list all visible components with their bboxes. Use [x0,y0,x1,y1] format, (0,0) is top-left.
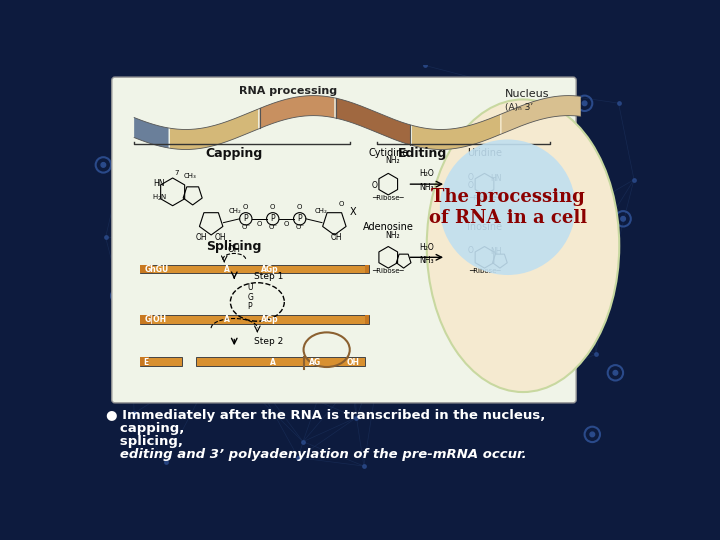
Polygon shape [336,98,410,145]
Text: G|OH: G|OH [144,315,166,324]
Bar [140,315,153,323]
Text: O⁻: O⁻ [241,224,251,230]
Text: Capping: Capping [206,147,263,160]
Text: HN: HN [490,174,502,183]
Circle shape [621,217,626,221]
Bar [365,315,369,323]
Text: HN: HN [153,179,165,188]
Text: A: A [224,315,230,324]
Text: O: O [468,181,474,190]
Text: O⁻: O⁻ [295,224,305,230]
Bar [140,357,149,366]
Circle shape [582,101,587,106]
Text: NH: NH [490,247,502,256]
Text: X: X [350,207,356,217]
Text: Splicing: Splicing [207,240,262,253]
Bar [140,265,153,273]
Text: OH: OH [196,233,207,241]
Text: NH₃: NH₃ [420,256,434,266]
Text: NH₃: NH₃ [420,183,434,192]
Text: ─Ribose─: ─Ribose─ [469,194,500,200]
Text: capping,: capping, [106,422,184,435]
Text: AGp: AGp [261,265,279,274]
Text: O: O [243,204,248,210]
Text: OH: OH [228,245,240,254]
Text: P: P [271,214,275,224]
Text: NH₂: NH₂ [384,157,400,165]
Text: CH₂: CH₂ [315,208,328,214]
Text: O: O [297,204,302,210]
Text: The processing
of RNA in a cell: The processing of RNA in a cell [428,188,587,227]
Circle shape [117,294,121,298]
Bar [365,265,369,273]
Text: O: O [338,201,343,207]
Bar [140,357,182,366]
Circle shape [613,370,618,375]
Text: OH: OH [215,233,227,241]
Circle shape [101,163,106,167]
Text: NH₂: NH₂ [384,231,400,240]
Text: 7: 7 [174,170,179,176]
Text: O: O [283,221,289,227]
Text: O: O [372,181,377,190]
Text: editing and 3’ polyadenylation of the pre-mRNA occur.: editing and 3’ polyadenylation of the pr… [106,448,526,461]
Text: ● Immediately after the RNA is transcribed in the nucleus,: ● Immediately after the RNA is transcrib… [106,409,545,422]
Text: OH: OH [347,357,360,367]
Text: A: A [270,357,276,367]
Text: CH₃: CH₃ [184,173,196,179]
Text: H₂O: H₂O [419,170,434,178]
Text: Adenosine: Adenosine [363,222,414,232]
Text: O: O [270,204,276,210]
Circle shape [590,432,595,437]
Text: O: O [256,221,261,227]
Text: CH₂: CH₂ [229,208,242,214]
Text: G: G [248,293,253,302]
Text: ─Ribose─: ─Ribose─ [469,268,500,274]
Text: O⁻: O⁻ [268,224,277,230]
Text: Cytidine: Cytidine [368,147,408,158]
Text: H$_2$N: H$_2$N [152,193,167,202]
Polygon shape [134,118,168,148]
Text: E: E [143,357,148,367]
Text: A: A [224,265,230,274]
Text: H₂O: H₂O [419,242,434,252]
Text: Nucleus: Nucleus [505,90,549,99]
Text: Step 1: Step 1 [253,272,283,281]
Ellipse shape [427,99,619,392]
Text: AGp: AGp [261,315,279,324]
Bar [140,265,369,273]
Bar [196,357,365,366]
Bar [140,315,369,323]
Text: P: P [297,214,302,224]
Text: O: O [468,246,474,255]
Text: P: P [243,214,248,224]
Polygon shape [502,96,581,134]
Circle shape [440,139,575,275]
Text: Step 2: Step 2 [253,336,283,346]
Text: ─Ribose─: ─Ribose─ [372,268,404,274]
Text: Inosine: Inosine [467,222,502,232]
Text: O: O [468,173,474,183]
Text: ─Ribose─: ─Ribose─ [372,194,404,200]
Text: OH: OH [330,233,342,241]
Polygon shape [412,114,500,150]
FancyBboxPatch shape [112,77,576,403]
Text: splicing,: splicing, [106,435,183,448]
Text: P: P [248,302,252,311]
Text: AG: AG [309,357,321,367]
Text: GhGU: GhGU [144,265,168,274]
Text: U: U [248,284,253,293]
Polygon shape [260,96,334,129]
Text: Editing: Editing [398,147,448,160]
Polygon shape [170,109,258,150]
Text: (A)ₙ 3’: (A)ₙ 3’ [505,103,534,112]
Text: Uridine: Uridine [467,147,502,158]
Text: RNA processing: RNA processing [239,85,337,96]
